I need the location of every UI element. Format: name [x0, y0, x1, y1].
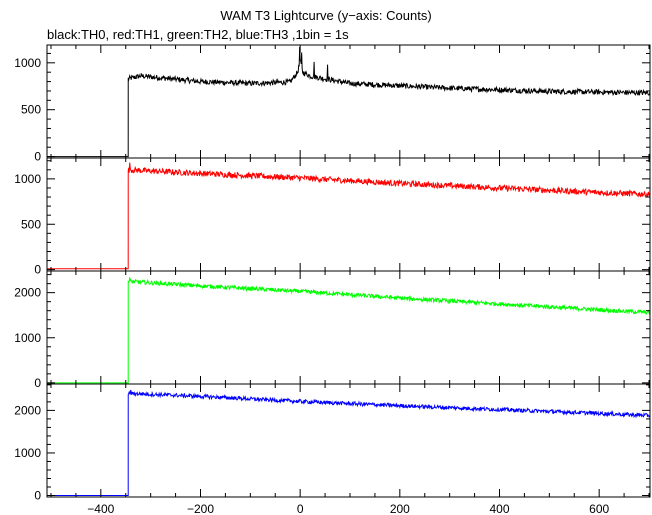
x-tick-label: −200 — [187, 502, 214, 515]
y-tick-label: 2000 — [14, 286, 41, 300]
y-tick-label: 1000 — [14, 56, 41, 70]
panel-frame-2 — [46, 157, 651, 272]
y-tick-label: 2000 — [14, 403, 41, 417]
panel-frame-4 — [46, 383, 651, 498]
y-tick-label: 1000 — [14, 172, 41, 186]
series-line-th2 — [47, 277, 651, 384]
x-tick-label: 0 — [297, 502, 304, 515]
y-tick-label: 500 — [21, 217, 41, 231]
x-tick-label: 600 — [589, 502, 609, 515]
x-tick-label: 400 — [489, 502, 509, 515]
y-tick-label: 0 — [34, 150, 41, 164]
series-line-th3 — [47, 389, 651, 496]
y-tick-label: 0 — [34, 376, 41, 390]
y-tick-label: 500 — [21, 103, 41, 117]
panel-frame-1 — [46, 44, 651, 159]
y-tick-label: 1000 — [14, 446, 41, 460]
series-line-th0 — [47, 46, 651, 158]
chart-title: WAM T3 Lightcurve (y−axis: Counts) — [220, 8, 432, 23]
y-tick-label: 0 — [34, 263, 41, 277]
y-tick-label: 0 — [34, 489, 41, 503]
x-tick-label: 200 — [390, 502, 410, 515]
series-line-th1 — [47, 162, 651, 270]
x-tick-label: −400 — [87, 502, 114, 515]
chart-subtitle: black:TH0, red:TH1, green:TH2, blue:TH3 … — [47, 27, 349, 42]
panel-frame-3 — [46, 270, 651, 385]
y-tick-label: 1000 — [14, 331, 41, 345]
